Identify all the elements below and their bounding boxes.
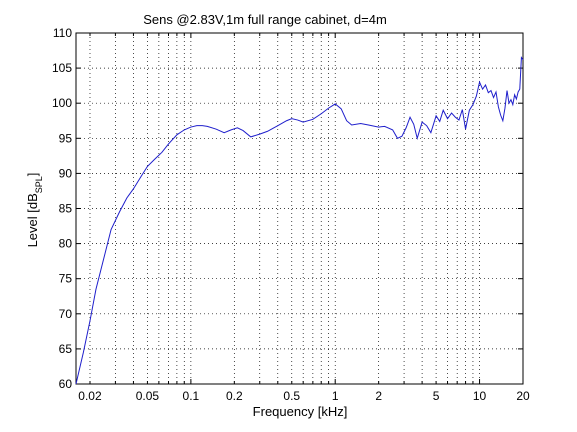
y-axis-label-sub: SPL xyxy=(34,176,44,193)
x-tick-label: 0.05 xyxy=(136,389,160,403)
x-tick-label: 1 xyxy=(332,389,339,403)
x-tick-label: 0.02 xyxy=(78,389,102,403)
y-tick-label: 85 xyxy=(59,202,73,216)
y-tick-label: 100 xyxy=(52,96,72,110)
chart-title: Sens @2.83V,1m full range cabinet, d=4m xyxy=(143,12,387,27)
x-tick-label: 10 xyxy=(473,389,487,403)
plot-frame xyxy=(75,32,524,385)
x-tick-label: 0.1 xyxy=(183,389,200,403)
y-tick-label: 75 xyxy=(59,272,73,286)
grid-lines xyxy=(76,33,524,384)
y-tick-label: 70 xyxy=(59,307,73,321)
response-curve xyxy=(75,56,524,385)
y-tick-label: 60 xyxy=(59,377,73,391)
x-tick-labels: 0.02 0.05 0.1 0.2 0.5 1 2 5 10 20 xyxy=(78,389,530,403)
x-tick-label: 0.2 xyxy=(226,389,243,403)
y-tick-label: 65 xyxy=(59,342,73,356)
x-tick-label: 2 xyxy=(375,389,382,403)
x-tick-label: 5 xyxy=(433,389,440,403)
y-tick-label: 105 xyxy=(52,61,72,75)
x-tick-label: 20 xyxy=(516,389,530,403)
y-tick-label: 95 xyxy=(59,131,73,145)
y-axis-label-main: Level [dB xyxy=(25,193,40,247)
y-axis-label-close: ] xyxy=(25,173,40,177)
y-tick-label: 90 xyxy=(59,166,73,180)
x-tick-label: 0.5 xyxy=(283,389,300,403)
axis-ticks xyxy=(76,32,524,385)
y-tick-label: 110 xyxy=(53,26,72,40)
y-axis-label: Level [dBSPL] xyxy=(25,173,44,248)
y-tick-label: 80 xyxy=(59,237,73,251)
y-tick-labels: 60 65 70 75 80 85 90 95 100 105 110 xyxy=(52,26,72,391)
x-axis-label: Frequency [kHz] xyxy=(253,404,348,419)
